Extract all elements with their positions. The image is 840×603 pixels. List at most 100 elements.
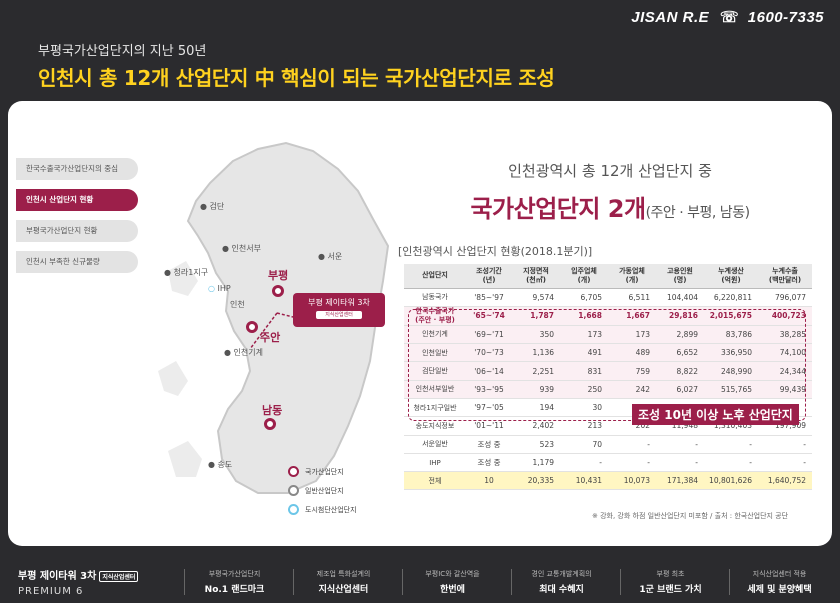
brand-phone[interactable]: 1600-7335 <box>747 9 824 26</box>
section-title-sub: (주안 · 부평, 남동) <box>645 205 750 221</box>
map-callout: 부평 제이타워 3차 지식산업센터 <box>293 293 385 327</box>
table-cell-name: IHP <box>404 453 466 473</box>
table-cell: 1,667 <box>608 306 656 326</box>
brand-header: JISAN R.E ☏ 1600-7335 <box>631 8 824 26</box>
aging-complex-label: 조성 10년 이상 노후 산업단지 <box>632 404 799 425</box>
table-cell: 2,899 <box>656 325 704 345</box>
table-cell: - <box>560 453 608 473</box>
table-cell: '65~'74 <box>466 306 512 326</box>
sidenav-item-center[interactable]: 한국수출국가산업단지의 중심 <box>16 158 138 180</box>
place-incheon-gigye: ● 인천기계 <box>224 348 263 357</box>
table-cell: 104,404 <box>656 288 704 307</box>
table-cell: 831 <box>560 361 608 381</box>
col-header: 조성기간 (년) <box>466 264 512 289</box>
table-cell: 194 <box>512 398 560 418</box>
table-cell: 759 <box>608 361 656 381</box>
table-cell: 2,402 <box>512 416 560 436</box>
table-caption: [인천광역시 산업단지 현황(2018.1분기)] <box>398 245 593 258</box>
table-cell: 70 <box>560 435 608 454</box>
table-cell: 9,574 <box>512 288 560 307</box>
table-cell: 350 <box>512 325 560 345</box>
table-row: 서운일반 조성 중 523 70- - - - <box>404 435 812 454</box>
place-incheon: 인천 <box>230 300 245 309</box>
table-row: 남동국가 '85~'97 9,574 6,705 6,511 104,404 6,220,8… <box>404 288 812 307</box>
place-seoun: ● 서운 <box>318 252 343 261</box>
table-cell: - <box>758 453 812 473</box>
table-row: 전체 10 20,335 10,431 10,073 171,384 10,801,626 1… <box>404 471 812 491</box>
place-incheon-seobu: ● 인천서부 <box>222 244 261 253</box>
table-cell: 1,787 <box>512 306 560 326</box>
table-cell-name: 송도지식정보 <box>404 416 466 436</box>
table-cell: 83,786 <box>704 325 758 345</box>
phone-icon: ☏ <box>719 9 740 26</box>
table-cell: '69~'71 <box>466 325 512 345</box>
table-cell: 489 <box>608 343 656 363</box>
table-cell: '01~'11 <box>466 416 512 436</box>
table-cell: 10,431 <box>560 471 608 491</box>
namdong-marker <box>264 418 276 430</box>
table-cell: 30 <box>560 398 608 418</box>
table-cell: 1,136 <box>512 343 560 363</box>
table-cell: 796,077 <box>758 288 812 307</box>
urban-dot-icon <box>288 504 299 515</box>
content-panel: 한국수출국가산업단지의 중심 인천시 산업단지 현황 부평국가산업단지 현황 인… <box>8 101 832 546</box>
table-cell-name: 전체 <box>404 471 466 491</box>
juan-marker <box>246 321 258 333</box>
table-cell: '85~'97 <box>466 288 512 307</box>
col-header: 산업단지 <box>404 264 466 289</box>
col-header: 누계수출 (백만달러) <box>758 264 812 289</box>
table-cell: 173 <box>560 325 608 345</box>
sidenav-item-incheon-status[interactable]: 인천시 산업단지 현황 <box>16 189 138 211</box>
table-cell: 99,439 <box>758 380 812 399</box>
industrial-complex-table: 산업단지 조성기간 (년) 지정면적 (천㎡) 입주업체 (개) 가동업체 (개) 고용… <box>404 264 812 491</box>
table-row: 한국수출국가 (주안 · 부평) '65~'74 1,787 1,668 1,667 29… <box>404 306 812 326</box>
footer-feature: 부평IC와 갈산역을 한번에 <box>402 569 502 595</box>
table-cell-name: 인천서부일반 <box>404 380 466 399</box>
col-header: 입주업체 (개) <box>560 264 608 289</box>
place-songdo: ● 송도 <box>208 460 233 469</box>
table-cell: 6,705 <box>560 288 608 307</box>
footer-bar: 부평 제이타워 3차 지식산업센터 PREMIUM 6 부평국가산업단지 No.1 … <box>0 555 840 603</box>
table-cell: 213 <box>560 416 608 436</box>
map-link-line <box>276 312 294 318</box>
table-cell: 74,100 <box>758 343 812 363</box>
table-cell: '93~'95 <box>466 380 512 399</box>
col-header: 누계생산 (억원) <box>704 264 758 289</box>
table-cell: '70~'73 <box>466 343 512 363</box>
table-cell: 10 <box>466 471 512 491</box>
bupyeong-marker <box>272 285 284 297</box>
footer-feature: 지식산업센터 적용 세제 및 분양혜택 <box>729 569 829 595</box>
table-cell: 10,073 <box>608 471 656 491</box>
table-cell: 20,335 <box>512 471 560 491</box>
callout-title: 부평 제이타워 3차 <box>308 298 370 307</box>
table-row: 검단일반 '06~'14 2,251 831 759 8,822 248,990 24,344 <box>404 361 812 381</box>
table-row: 인천일반 '70~'73 1,136 491 489 6,652 336,950 74,100 <box>404 343 812 363</box>
table-cell-name: 남동국가 <box>404 288 466 307</box>
table-cell: 10,801,626 <box>704 471 758 491</box>
table-cell: 6,511 <box>608 288 656 307</box>
table-row: 인천서부일반 '93~'95 939 250 242 6,027 515,765 99,439 <box>404 380 812 399</box>
table-cell: 250 <box>560 380 608 399</box>
place-ihp: ○ IHP <box>208 284 231 293</box>
table-cell: 242 <box>608 380 656 399</box>
map-svg <box>158 141 390 494</box>
place-namdong: 남동 <box>262 404 283 417</box>
sidenav-item-shortage[interactable]: 인천시 부족한 신규물량 <box>16 251 138 273</box>
footer-feature: 경인 교통개발계획의 최대 수혜지 <box>511 569 611 595</box>
section-title-main: 국가산업단지 2개 <box>470 195 646 223</box>
map-legend: 국가산업단지 일반산업단지 도시첨단산업단지 <box>288 462 357 519</box>
table-cell: 1,640,752 <box>758 471 812 491</box>
sidenav-item-bupyeong-status[interactable]: 부평국가산업단지 현황 <box>16 220 138 242</box>
callout-tag: 지식산업센터 <box>316 311 362 319</box>
table-cell: '06~'14 <box>466 361 512 381</box>
table-cell: - <box>704 435 758 454</box>
place-geomdan: ● 검단 <box>200 202 225 211</box>
table-cell: 2,251 <box>512 361 560 381</box>
table-cell: 336,950 <box>704 343 758 363</box>
table-footnote: ※ 강화, 강화 하점 일반산업단지 미포함 / 출처 : 한국산업단지 공단 <box>592 512 789 520</box>
table-cell: 1,179 <box>512 453 560 473</box>
table-cell: 8,822 <box>656 361 704 381</box>
legend-general: 일반산업단지 <box>288 481 357 500</box>
footer-feature: 부평국가산업단지 No.1 랜드마크 <box>184 569 284 595</box>
table-cell: 400,723 <box>758 306 812 326</box>
